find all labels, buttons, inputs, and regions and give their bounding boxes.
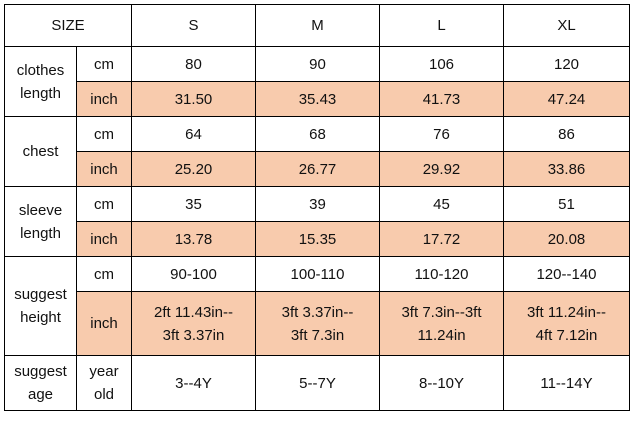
table-row: chest cm 64 68 76 86 [4, 116, 630, 187]
row-label-line: sleeve [18, 201, 63, 219]
value-cell: 76 [379, 116, 504, 152]
unit-cell: cm [76, 256, 132, 292]
row-label-clothes-length: clothes length [4, 46, 77, 117]
value-cell: 90 [255, 46, 380, 82]
unit-cell: cm [76, 186, 132, 222]
unit-line: old [93, 386, 115, 403]
row-label-line: age [27, 386, 54, 403]
value-cell: 110-120 [379, 256, 504, 292]
table-row: inch 13.78 15.35 17.72 20.08 [5, 221, 630, 257]
value-cell: 86 [503, 116, 630, 152]
value-cell: 80 [131, 46, 256, 82]
value-line: 3ft 7.3in [290, 326, 345, 344]
row-label-line: suggest [14, 363, 67, 380]
size-header-label: SIZE [51, 17, 85, 34]
value-cell: 90-100 [131, 256, 256, 292]
table-row: sleeve length cm 35 39 45 51 [4, 186, 630, 257]
unit-cell: cm [76, 116, 132, 152]
value-cell: 26.77 [255, 151, 380, 187]
header-row: SIZE S M L XL [4, 4, 630, 47]
value-cell: 68 [255, 116, 380, 152]
value-line: 4ft 7.12in [535, 326, 598, 344]
value-cell: 13.78 [131, 221, 256, 257]
value-cell: 120 [503, 46, 630, 82]
row-label-line: suggest [14, 286, 67, 303]
row-label-suggest-height: suggest height [4, 256, 77, 356]
unit-cell: inch [76, 221, 132, 257]
value-cell: 35.43 [255, 81, 380, 117]
value-cell: 25.20 [131, 151, 256, 187]
unit-cell: inch [76, 291, 132, 356]
unit-cell: inch [76, 151, 132, 187]
value-cell: 3ft 11.24in-- 4ft 7.12in [503, 291, 630, 356]
value-cell: 3ft 3.37in-- 3ft 7.3in [255, 291, 380, 356]
value-cell: 20.08 [503, 221, 630, 257]
row-label-sleeve-length: sleeve length [4, 186, 77, 257]
row-label-line: height [20, 309, 61, 326]
value-cell: 41.73 [379, 81, 504, 117]
value-cell: 15.35 [255, 221, 380, 257]
value-line: 3ft 3.37in [162, 326, 225, 344]
size-header-cell: SIZE [4, 4, 132, 47]
value-line: 3ft 3.37in-- [281, 303, 354, 321]
value-cell: 3ft 7.3in--3ft 11.24in [379, 291, 504, 356]
table-row: inch 25.20 26.77 29.92 33.86 [5, 151, 630, 187]
value-cell: 39 [255, 186, 380, 222]
value-cell: 11--14Y [503, 355, 630, 411]
value-line: 3ft 11.24in-- [527, 303, 606, 321]
size-table: SIZE S M L XL clothes length cm 80 90 10… [4, 4, 630, 411]
table-row: suggest height cm 90-100 100-110 110-120… [4, 256, 630, 356]
table-row: suggest age year old 3--4Y 5--7Y 8--10Y … [4, 355, 630, 411]
size-column-header: M [255, 4, 380, 47]
unit-line: year [89, 363, 119, 380]
value-line: 3ft 7.3in--3ft [401, 303, 482, 321]
size-chart: SIZE S M L XL clothes length cm 80 90 10… [4, 4, 630, 411]
value-cell: 17.72 [379, 221, 504, 257]
value-cell: 106 [379, 46, 504, 82]
unit-cell: inch [76, 81, 132, 117]
value-cell: 29.92 [379, 151, 504, 187]
table-row: clothes length cm 80 90 106 120 [4, 46, 630, 117]
size-column-header: L [379, 4, 504, 47]
value-cell: 45 [379, 186, 504, 222]
value-line: 2ft 11.43in-- [154, 303, 233, 321]
value-cell: 120--140 [503, 256, 630, 292]
row-label-line: length [20, 224, 61, 242]
row-label-chest: chest [4, 116, 77, 187]
unit-cell: year old [76, 355, 132, 411]
table-row: inch 2ft 11.43in-- 3ft 3.37in 3ft 3.37in… [5, 291, 630, 356]
value-cell: 5--7Y [255, 355, 380, 411]
value-cell: 2ft 11.43in-- 3ft 3.37in [131, 291, 256, 356]
value-cell: 35 [131, 186, 256, 222]
value-cell: 51 [503, 186, 630, 222]
size-column-header: S [131, 4, 256, 47]
row-label-line: clothes [16, 61, 65, 79]
value-cell: 33.86 [503, 151, 630, 187]
value-cell: 3--4Y [131, 355, 256, 411]
size-column-header: XL [503, 4, 630, 47]
row-label-suggest-age: suggest age [4, 355, 77, 411]
value-cell: 64 [131, 116, 256, 152]
value-cell: 100-110 [255, 256, 380, 292]
value-cell: 31.50 [131, 81, 256, 117]
unit-cell: cm [76, 46, 132, 82]
value-cell: 8--10Y [379, 355, 504, 411]
table-row: inch 31.50 35.43 41.73 47.24 [5, 81, 630, 117]
row-label-line: length [20, 84, 61, 102]
value-cell: 47.24 [503, 81, 630, 117]
value-line: 11.24in [417, 326, 466, 344]
